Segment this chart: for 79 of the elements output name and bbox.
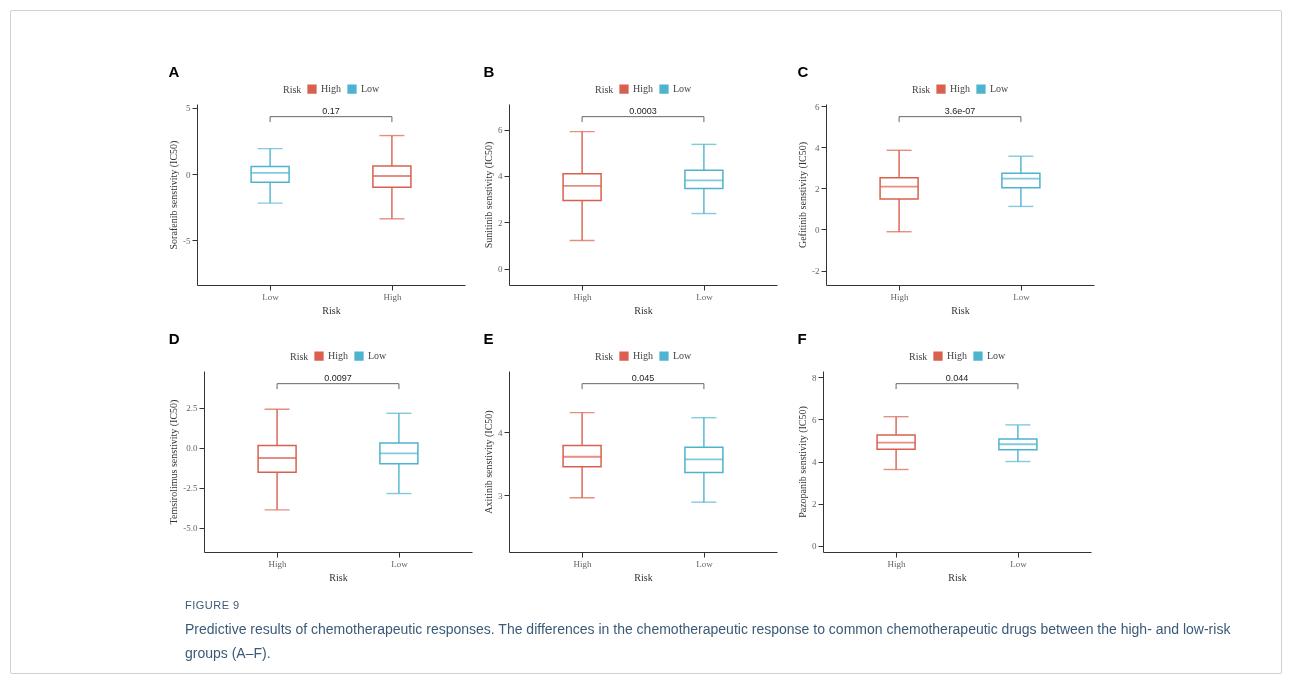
chart-title: A — [168, 63, 180, 80]
x-tick-label: Low — [696, 558, 714, 569]
legend-label: High — [328, 350, 348, 362]
x-axis-title: Risk — [951, 304, 970, 316]
x-tick-label: Low — [262, 291, 280, 302]
x-tick-label: Low — [1013, 291, 1031, 302]
x-axis-title: Risk — [634, 571, 653, 583]
y-tick-label: 2.5 — [186, 403, 198, 414]
x-tick-label: High — [887, 558, 907, 569]
legend-title: Risk — [290, 351, 309, 362]
chart-title: E — [483, 330, 494, 347]
x-axis-title: Risk — [634, 304, 653, 316]
annotation: 0.044 — [945, 372, 969, 383]
y-tick-label: 8 — [812, 372, 817, 383]
y-tick-label: 4 — [815, 142, 820, 153]
x-tick-label: Low — [391, 558, 409, 569]
y-axis-title: Sorafenib senstivity (IC50) — [168, 140, 180, 250]
y-axis-title: Axitinib senstivity (IC50) — [483, 410, 495, 514]
legend-label: High — [947, 350, 967, 362]
annotation: 0.045 — [631, 372, 655, 383]
chart-title: B — [483, 63, 495, 80]
x-tick-label: High — [573, 291, 593, 302]
legend-label: High — [633, 350, 653, 362]
x-tick-label: High — [890, 291, 910, 302]
annotation: 0.0097 — [324, 372, 352, 383]
x-axis-title: Risk — [329, 571, 348, 583]
legend-label: Low — [673, 83, 693, 95]
y-tick-label: -5.0 — [183, 523, 198, 534]
y-tick-label: 0 — [812, 541, 817, 552]
legend-title: Risk — [909, 351, 928, 362]
y-axis-title: Temsirolimus senstivity (IC50) — [168, 399, 181, 525]
legend-label: Low — [368, 350, 388, 362]
legend-title: Risk — [912, 84, 931, 95]
y-tick-label: -2 — [812, 266, 820, 277]
x-tick-label: Low — [1010, 558, 1028, 569]
x-tick-label: High — [268, 558, 288, 569]
chart-title: C — [797, 63, 809, 80]
y-tick-label: 0 — [498, 264, 503, 275]
x-tick-label: High — [383, 291, 402, 302]
caption: FIGURE 9 — [185, 598, 241, 613]
y-tick-label: 4 — [498, 427, 503, 438]
y-tick-label: -5 — [183, 235, 191, 246]
y-tick-label: 0.0 — [186, 443, 198, 454]
legend-label: Low — [990, 83, 1010, 95]
x-axis-title: Risk — [322, 304, 341, 316]
y-tick-label: 0 — [815, 224, 820, 235]
y-tick-label: 4 — [498, 171, 503, 182]
y-axis-title: Sunitinib senstivity (IC50) — [483, 141, 495, 249]
y-tick-label: 5 — [186, 103, 191, 114]
y-axis-title: Gefitinib senstivity (IC50) — [797, 141, 809, 249]
x-tick-label: Low — [696, 291, 714, 302]
x-axis-title: Risk — [948, 571, 967, 583]
legend-label: High — [321, 83, 341, 95]
legend-title: Risk — [595, 351, 614, 362]
legend-title: Risk — [283, 84, 302, 95]
y-axis-title: Pazopanib senstivity (IC50) — [797, 406, 809, 518]
text: Predictive results of chemotherapeutic responses. The differences in the chemotherapeutic response to common chemotherapeutic drugs between the high- and low-risk groups (A–F). — [185, 620, 1232, 663]
legend-label: Low — [361, 83, 381, 95]
y-tick-label: 6 — [815, 101, 820, 112]
y-tick-label: 3 — [498, 490, 503, 501]
annotation: 0.0003 — [629, 105, 657, 116]
legend-label: High — [950, 83, 970, 95]
x-tick-label: High — [573, 558, 593, 569]
chart-title: D — [168, 330, 180, 347]
legend-title: Risk — [595, 84, 614, 95]
legend-label: High — [633, 83, 653, 95]
y-tick-label: 2 — [815, 183, 820, 194]
y-tick-label: 0 — [186, 169, 191, 180]
legend-label: Low — [987, 350, 1007, 362]
y-tick-label: 6 — [812, 414, 817, 425]
y-tick-label: 6 — [498, 125, 503, 136]
y-tick-label: 2 — [498, 217, 503, 228]
legend-label: Low — [673, 350, 693, 362]
y-tick-label: 2 — [812, 499, 817, 510]
chart-title: F — [797, 330, 807, 347]
annotation: 0.17 — [322, 105, 340, 116]
y-tick-label: -2.5 — [183, 483, 198, 494]
annotation: 3.6e-07 — [944, 105, 976, 116]
y-tick-label: 4 — [812, 457, 817, 467]
